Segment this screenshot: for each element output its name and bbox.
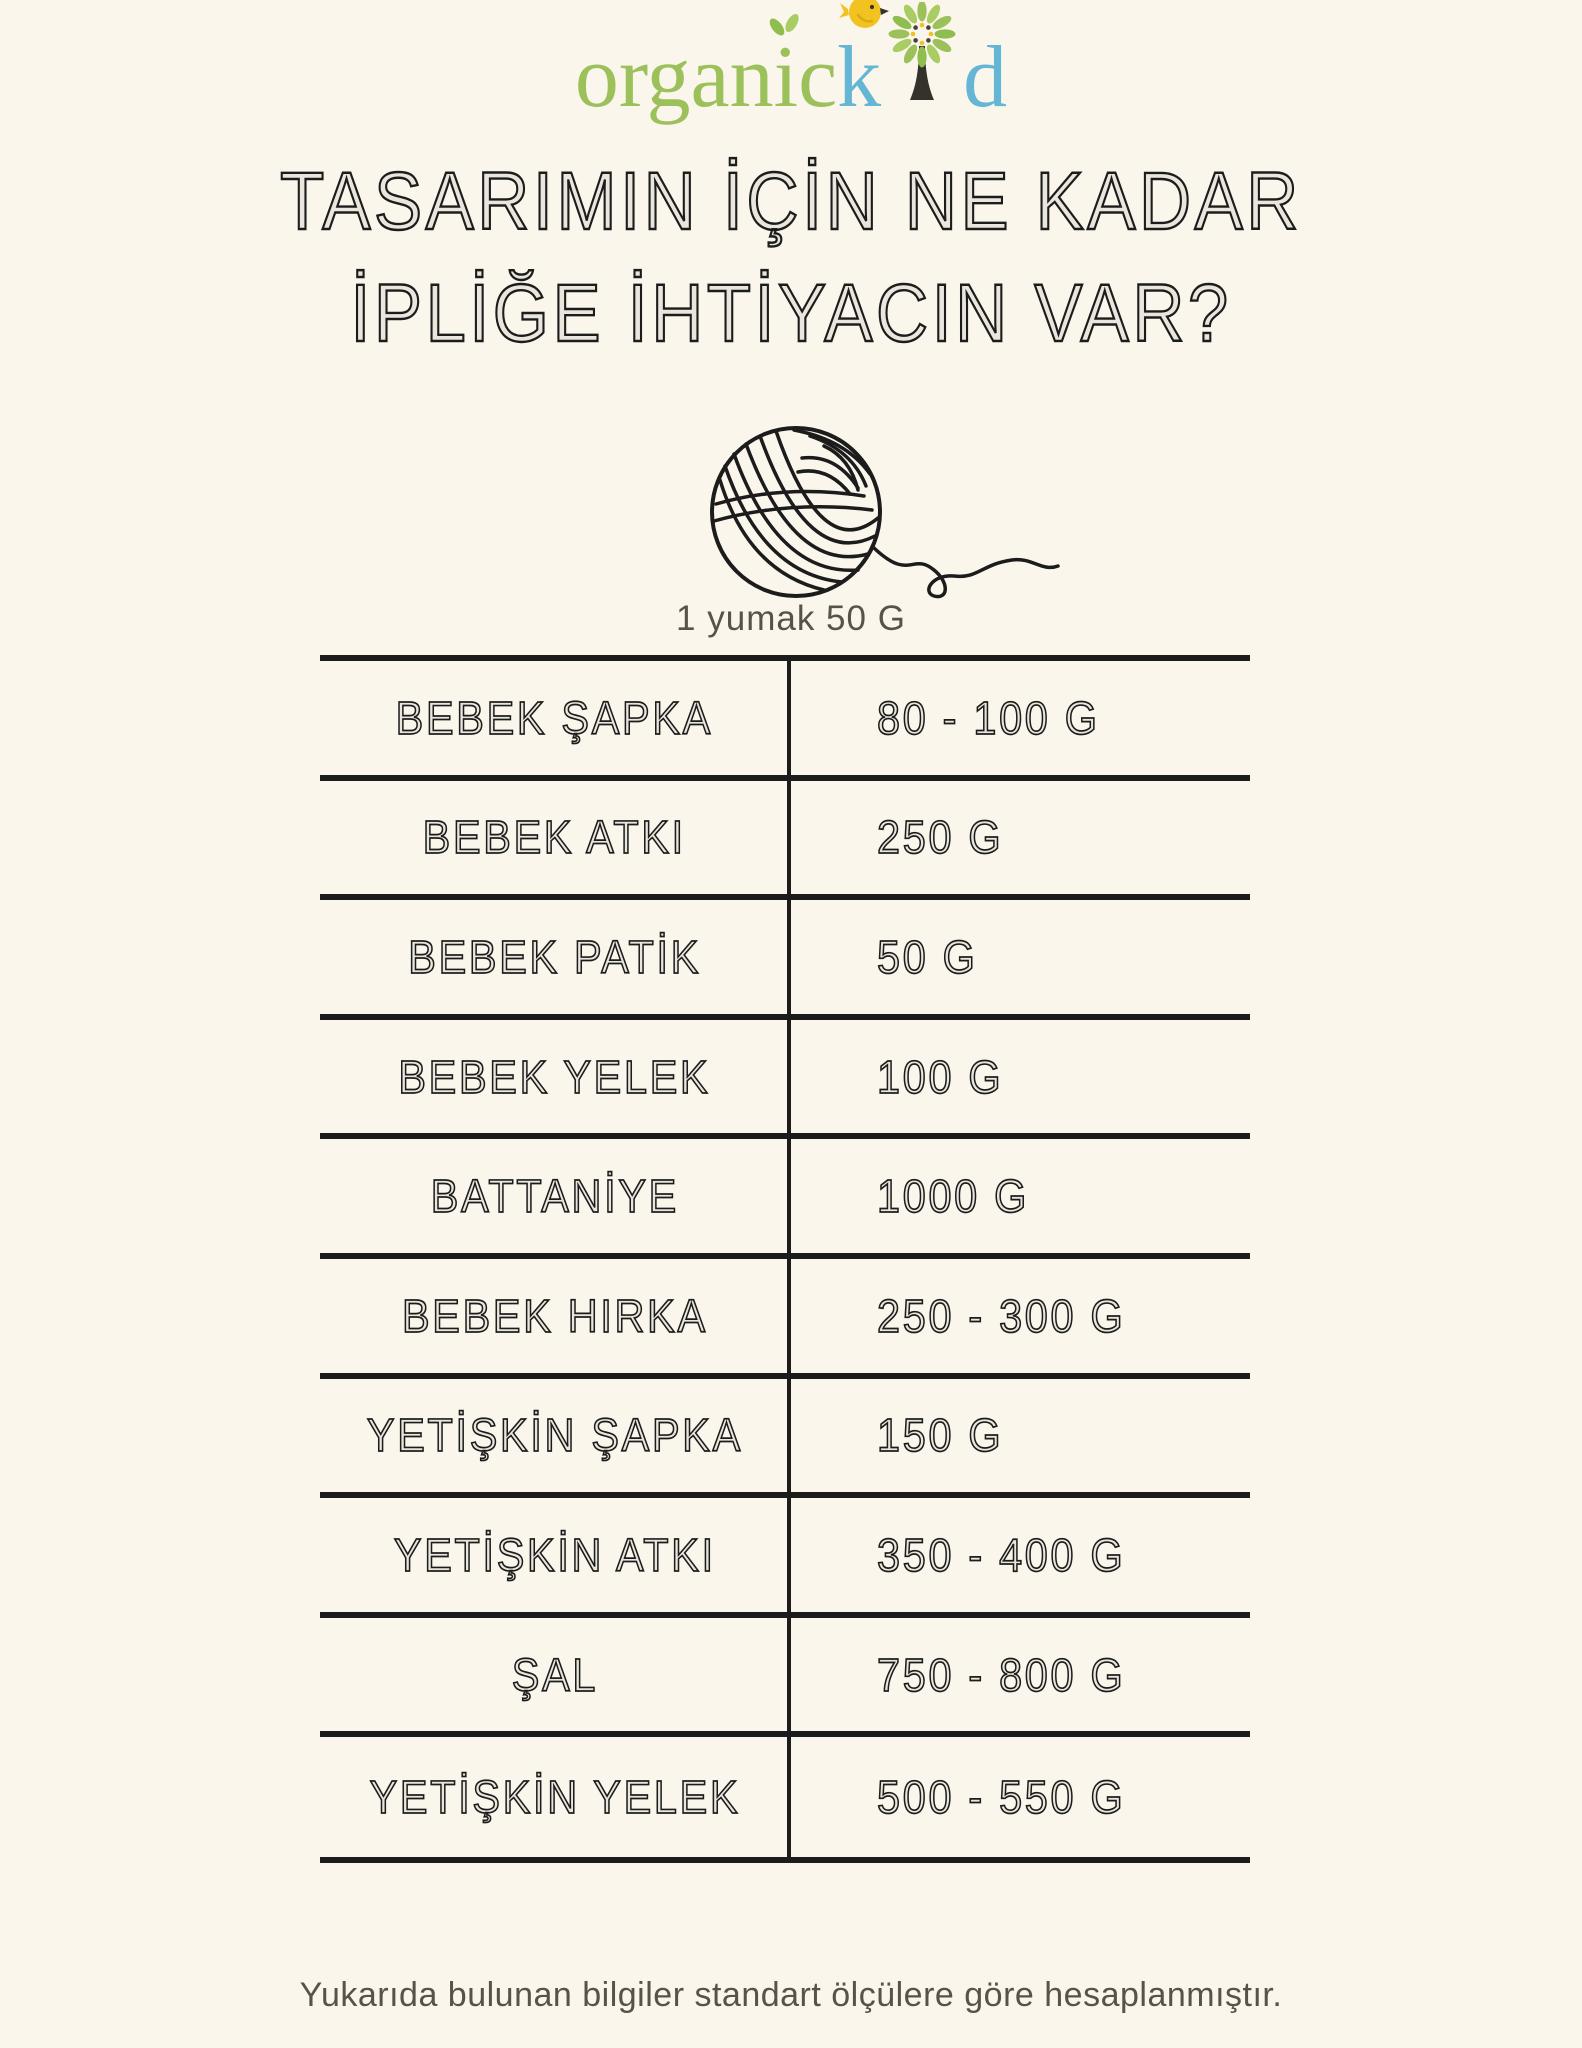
page-title: TASARIMIN İÇİN NE KADAR İPLİĞE İHTİYACIN… [95,146,1487,370]
logo-letter-k: k [837,0,890,130]
bird-icon [839,0,890,28]
tree-icon [888,2,956,100]
row-item-label: BEBEK ŞAPKA [395,691,714,745]
page-title-line2: İPLİĞE İHTİYACIN VAR? [349,267,1232,360]
table-row: BEBEK ŞAPKA 80 - 100 G [320,661,1250,781]
row-amount-value: 50 G [876,930,978,984]
row-item-label: BEBEK YELEK [398,1050,711,1104]
leaf-icon [769,13,799,36]
table-row: ŞAL 750 - 800 G [320,1618,1250,1738]
row-item-label: YETİŞKİN ATKI [393,1528,716,1582]
table-row: BEBEK YELEK 100 G [320,1020,1250,1140]
row-item-label: YETİŞKİN YELEK [368,1770,740,1824]
row-amount-value: 750 - 800 G [876,1648,1126,1702]
logo-letter-i: i [769,13,799,130]
table-row: YETİŞKİN ATKI 350 - 400 G [320,1498,1250,1618]
table-row: BATTANİYE 1000 G [320,1139,1250,1259]
table-row: BEBEK PATİK 50 G [320,900,1250,1020]
row-item-label: ŞAL [511,1648,598,1702]
table-row: YETİŞKİN YELEK 500 - 550 G [320,1737,1250,1857]
row-amount-value: 150 G [876,1409,1004,1463]
yarn-amount-table: BEBEK ŞAPKA 80 - 100 G BEBEK ATKI 250 G … [320,655,1250,1863]
row-amount-value: 500 - 550 G [876,1770,1126,1824]
row-item-label: YETİŞKİN ŞAPKA [366,1409,743,1463]
row-amount-value: 80 - 100 G [876,691,1100,745]
row-item-label: BEBEK HIRKA [401,1289,708,1343]
row-amount-value: 250 - 300 G [876,1289,1126,1343]
logo-text-organ: organ [574,29,774,126]
yarn-ball-icon [710,426,1060,599]
logo-text-d: d [963,29,1008,126]
table-row: BEBEK ATKI 250 G [320,781,1250,901]
logo-text-c: c [798,29,838,126]
yarn-caption: 1 yumak 50 G [676,599,906,638]
row-amount-value: 100 G [876,1050,1004,1104]
table-divider [787,655,791,1863]
table-row: BEBEK HIRKA 250 - 300 G [320,1259,1250,1379]
footer-note: Yukarıda bulunan bilgiler standart ölçül… [299,1976,1283,2014]
row-amount-value: 1000 G [876,1169,1030,1223]
logo: organ i c k [0,0,1582,130]
row-item-label: BATTANİYE [430,1169,679,1223]
row-item-label: BEBEK PATİK [407,930,701,984]
row-amount-value: 350 - 400 G [876,1528,1126,1582]
table-row: YETİŞKİN ŞAPKA 150 G [320,1379,1250,1499]
page-title-line1: TASARIMIN İÇİN NE KADAR [279,155,1302,248]
row-item-label: BEBEK ATKI [422,811,687,865]
row-amount-value: 250 G [876,811,1004,865]
